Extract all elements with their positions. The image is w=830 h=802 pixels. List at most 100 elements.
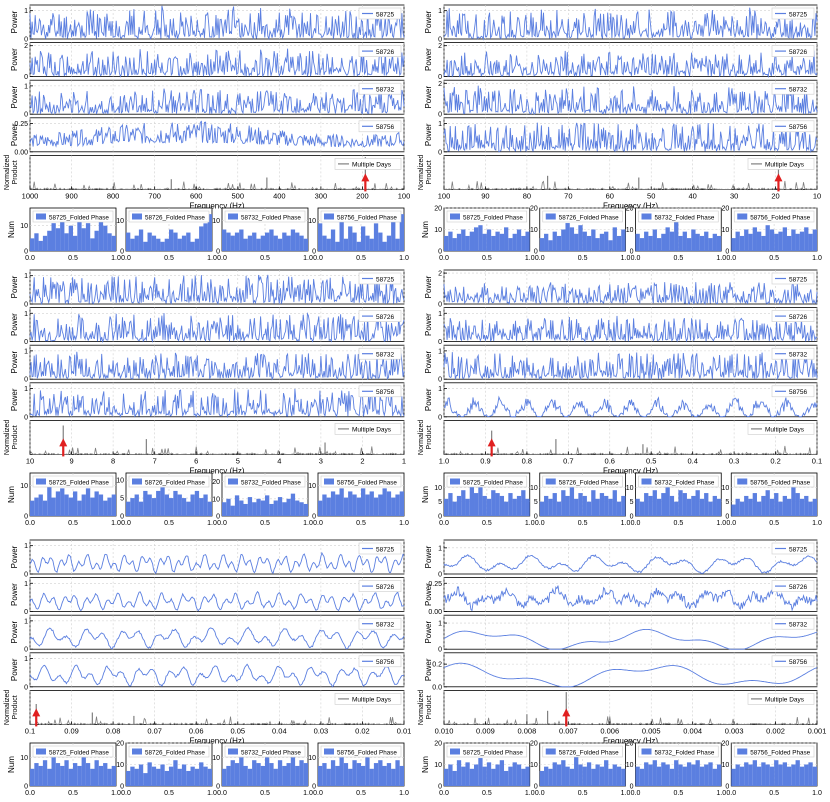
hist-bar — [156, 238, 161, 251]
hist-bar — [326, 768, 331, 786]
legend-label: 58756_Folded Phase — [750, 214, 810, 221]
hist-bar — [586, 501, 592, 516]
hist-bar — [608, 768, 613, 786]
hist-bar — [752, 493, 757, 516]
legend-label: 58756 — [376, 389, 394, 396]
hist-bar — [548, 768, 553, 786]
x-tick-label: 1.0 — [716, 255, 726, 262]
hist-bar — [186, 501, 191, 516]
hist-bar — [339, 488, 344, 516]
marker-arrow — [487, 438, 496, 457]
subplot-band-10-1-1: 0 1 Power 58726 — [10, 307, 405, 346]
x-tick-label: 0.001 — [808, 726, 827, 735]
x-tick-label: 80 — [523, 191, 531, 200]
hist-bar — [521, 768, 526, 786]
x-tick-label: 0.0 — [313, 255, 323, 262]
hist-bar — [582, 766, 587, 786]
legend-label: 58726_Folded Phase — [145, 479, 205, 486]
x-tick-label: 0.0 — [313, 790, 323, 797]
hist-bar — [708, 762, 713, 786]
hist-bar — [181, 764, 187, 786]
y-tick-label: 10 — [530, 762, 538, 769]
x-tick-label: 0.9 — [480, 456, 490, 465]
subplot-band-0.01-0.001-2: 0 1 Power 58732 — [424, 614, 818, 654]
hist-bar — [682, 231, 687, 251]
y-tick-label: 0 — [216, 784, 220, 791]
y-tick-label: 1 — [438, 545, 442, 552]
hist-bar — [699, 235, 705, 251]
legend-box — [334, 158, 402, 170]
y-tick-label: 0 — [120, 784, 124, 791]
x-tick-label: 0.5 — [769, 520, 779, 527]
y-tick-label: 20 — [116, 741, 124, 748]
power-series — [443, 315, 818, 343]
y-tick-label: 10 — [308, 483, 316, 490]
y-tick-label: 0 — [725, 249, 729, 256]
hist-bar — [452, 501, 457, 516]
power-series — [29, 351, 405, 381]
hist-bar — [644, 493, 649, 516]
product-series — [29, 181, 405, 191]
x-tick-label: 0.5 — [68, 790, 78, 797]
hist-bar — [804, 764, 809, 786]
hist-bar — [556, 764, 562, 786]
y-tick-label: 10 — [530, 485, 538, 492]
legend-swatch — [36, 213, 46, 220]
x-tick-label: 0.7 — [563, 456, 573, 465]
legend-swatch — [36, 748, 46, 755]
hist-bar — [299, 235, 304, 251]
hist-bar — [51, 223, 56, 251]
hist-bar — [203, 223, 208, 251]
power-series — [443, 352, 818, 381]
y-tick-label: 1 — [24, 656, 28, 663]
hist-bar — [795, 760, 800, 786]
x-tick-label: 0.0 — [535, 520, 545, 527]
hist-bar — [716, 498, 722, 516]
x-tick-label: 1.0 — [439, 456, 449, 465]
hist-bar — [60, 220, 65, 251]
hist-bar — [73, 763, 78, 786]
x-tick-label: 70 — [564, 191, 572, 200]
hist-bar — [186, 232, 191, 251]
y-tick-label: 0 — [438, 339, 442, 346]
hist-bar — [616, 766, 622, 786]
hist-bar — [478, 758, 483, 786]
hist-bar — [391, 220, 396, 251]
hist-bar — [761, 762, 766, 786]
hist-bar — [282, 765, 287, 786]
y-axis-label: Power — [424, 275, 433, 298]
x-tick-label: 600 — [190, 191, 203, 200]
hist-bar — [243, 238, 248, 251]
y-tick-label: 0 — [438, 377, 442, 384]
hist-bar — [295, 765, 300, 786]
hist-bar — [804, 227, 809, 251]
y-tick-label: 5 — [120, 496, 124, 503]
x-tick-label: 1.0 — [525, 255, 535, 262]
hist-bar — [130, 238, 135, 251]
hist-bar — [608, 240, 613, 251]
hist-bar — [648, 235, 653, 251]
legend-swatch — [641, 213, 652, 220]
hist-bar — [277, 497, 283, 516]
hist-bar — [348, 768, 353, 786]
subplot-band-1-0.1-4: Normalized Product Multiple Days 1.0 0.9 0.8 0… — [418, 420, 822, 476]
marker-arrow — [59, 438, 68, 457]
y-axis-label: Power — [10, 583, 19, 606]
hist-bar — [247, 497, 253, 516]
hist-bar — [756, 231, 762, 251]
x-tick-label: 1.0 — [525, 520, 535, 527]
x-tick-label: 0.5 — [674, 790, 684, 797]
hist-bar — [207, 501, 212, 516]
hist-bar — [98, 220, 104, 251]
legend-swatch — [324, 213, 334, 220]
hist-bar — [356, 241, 361, 251]
histogram-band-100-10-1: 58726_Folded Phase 0 10 20 0.0 0.5 1.0 — [530, 206, 631, 263]
hist-bar — [652, 760, 657, 786]
y-tick-label: 10 — [20, 483, 28, 490]
subplot-band-0.1-0.01-0: 0 1 Power 58725 — [10, 539, 405, 579]
hist-bar — [85, 488, 91, 516]
hist-bar — [448, 231, 453, 251]
hist-bar — [60, 488, 65, 516]
hist-bar — [169, 766, 174, 786]
